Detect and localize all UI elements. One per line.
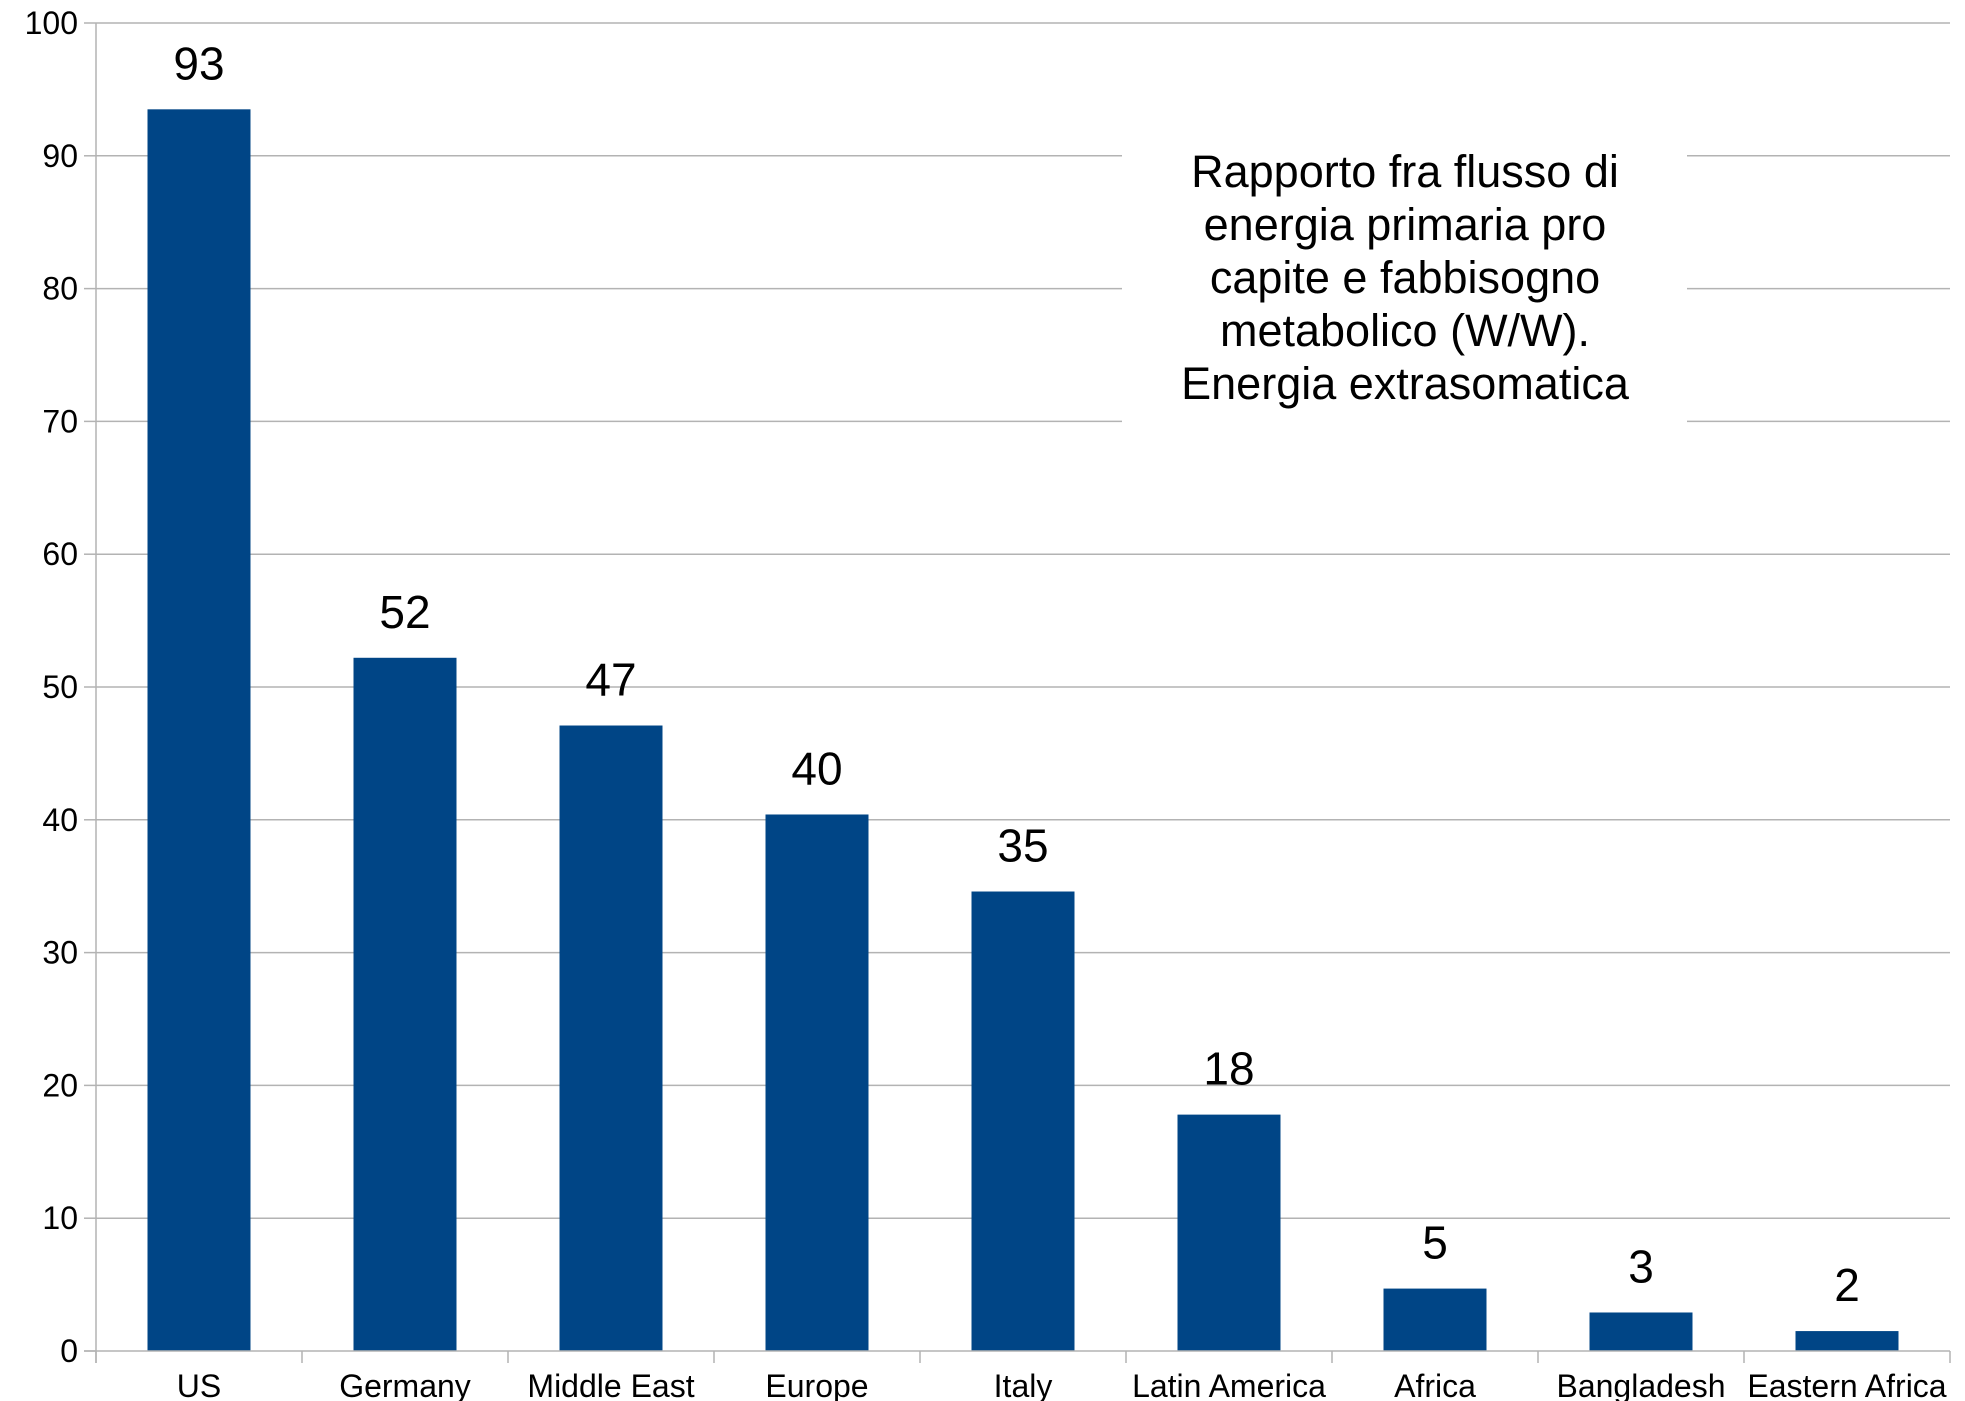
bar	[765, 814, 869, 1351]
y-tick-label: 0	[60, 1333, 78, 1369]
y-tick-label: 20	[42, 1067, 78, 1103]
x-tick-label: Bangladesh	[1556, 1368, 1725, 1401]
x-tick-label: Eastern Africa	[1747, 1368, 1946, 1401]
x-tick-label: Europe	[765, 1368, 868, 1401]
y-tick-label: 100	[25, 5, 78, 41]
data-label: 2	[1834, 1259, 1860, 1311]
data-label: 35	[997, 820, 1048, 872]
x-tick-label: Germany	[339, 1368, 471, 1401]
x-tick-label: Middle East	[527, 1368, 694, 1401]
bar	[1795, 1331, 1899, 1351]
data-label: 93	[173, 37, 224, 89]
data-label: 40	[791, 742, 842, 794]
y-tick-label: 70	[42, 403, 78, 439]
y-tick-label: 60	[42, 536, 78, 572]
annotation-line: Rapporto fra flusso di	[1191, 146, 1619, 197]
x-tick-label: Italy	[994, 1368, 1053, 1401]
axes	[84, 22, 1951, 1363]
x-tick-labels: US Germany Middle East Europe Italy Latin Ame…	[177, 1368, 1947, 1401]
bar	[559, 725, 663, 1351]
y-tick-label: 50	[42, 669, 78, 705]
annotation-line: metabolico (W/W).	[1220, 305, 1590, 356]
x-tick-label: Africa	[1394, 1368, 1476, 1401]
y-tick-labels: 0 10 20 30 40 50 60 70 80 90 100	[25, 5, 78, 1369]
annotation-line: capite e fabbisogno	[1210, 252, 1600, 303]
y-tick-label: 30	[42, 935, 78, 971]
x-tick-label: Latin America	[1132, 1368, 1326, 1401]
bar	[1589, 1312, 1693, 1351]
bar	[1177, 1114, 1281, 1351]
data-label: 18	[1203, 1043, 1254, 1095]
bars	[147, 109, 1899, 1352]
x-tick-label: US	[177, 1368, 221, 1401]
data-label: 52	[379, 586, 430, 638]
y-tick-label: 80	[42, 271, 78, 307]
data-labels: 93 52 47 40 35 18 5 3 2	[173, 37, 1859, 1311]
annotation-line: energia primaria pro	[1204, 199, 1607, 250]
y-tick-label: 40	[42, 802, 78, 838]
data-label: 47	[585, 654, 636, 706]
y-tick-label: 90	[42, 138, 78, 174]
annotation-line: Energia extrasomatica	[1181, 358, 1630, 409]
bar	[971, 891, 1075, 1351]
data-label: 5	[1422, 1217, 1448, 1269]
data-label: 3	[1628, 1240, 1654, 1292]
bar	[1383, 1288, 1487, 1351]
bar	[147, 109, 251, 1352]
bar	[353, 657, 457, 1351]
annotation-background	[1122, 128, 1687, 424]
y-tick-label: 10	[42, 1200, 78, 1236]
